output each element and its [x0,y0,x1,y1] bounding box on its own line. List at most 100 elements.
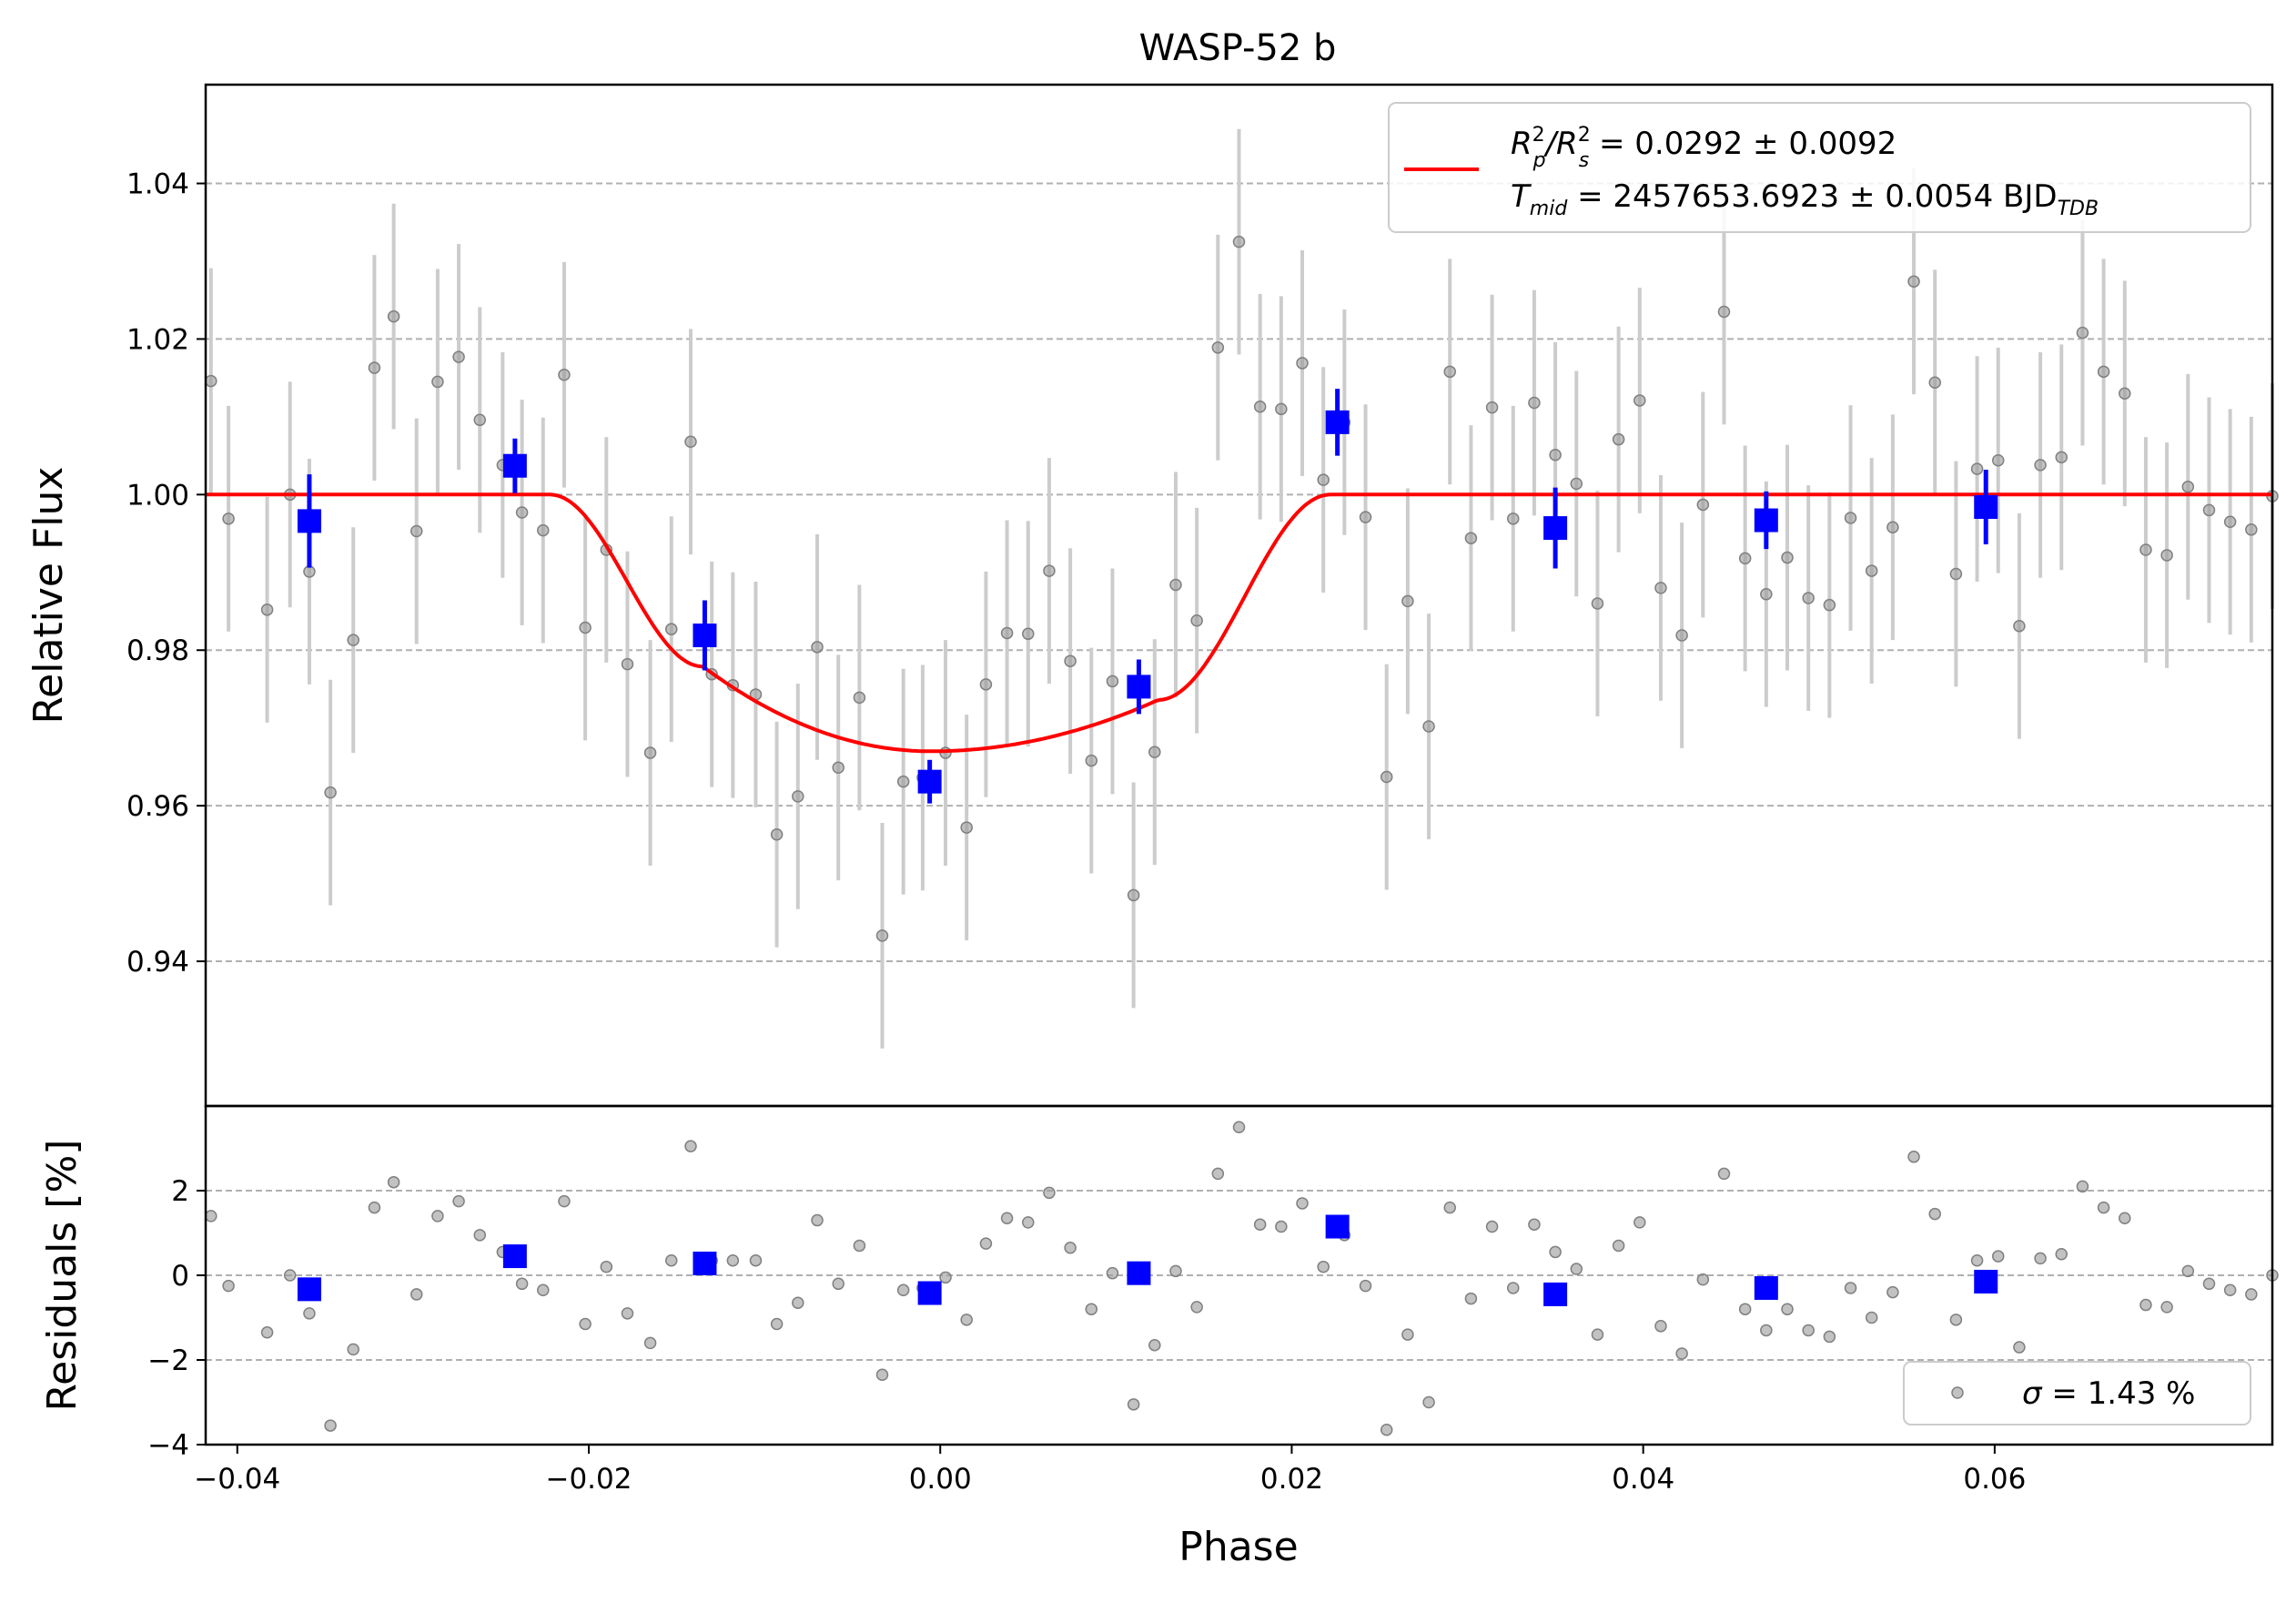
data-point [1612,432,1625,446]
residual-point [1000,1212,1014,1224]
binned-point [1974,495,1998,520]
residual-point [473,1229,487,1242]
data-point [1907,275,1920,288]
top-y-tick-label: 0.94 [126,946,189,979]
data-point [1443,365,1456,379]
residual-point [1127,1398,1140,1411]
data-point [792,790,804,803]
residual-point [1464,1292,1478,1305]
bottom-panel: −4 −2 0 2 −0.04 −0.02 0.00 0.02 0.04 0.06 Residu… [39,1104,2279,1570]
data-point [1485,401,1499,414]
residual-point [1654,1320,1667,1333]
bottom-y-ticks: −4 −2 0 2 [147,1175,206,1462]
data-point [2223,515,2237,528]
residual-point [1802,1324,1815,1337]
residual-point [410,1288,423,1301]
binned-point [1543,516,1568,541]
residual-point [1190,1301,1203,1314]
data-point [1401,594,1414,608]
data-point [1717,305,1731,319]
residual-point [2013,1341,2026,1354]
binned-point [1127,675,1151,699]
data-point [1422,720,1435,733]
data-point [811,641,824,654]
data-point [2160,549,2173,562]
data-point [1591,597,1604,610]
data-point [222,512,235,525]
data-point [1380,770,1393,784]
data-point [1022,627,1035,641]
binned-point [917,769,942,794]
binned-point [502,453,527,478]
binned-point [297,509,321,533]
binned-residual-point [1974,1269,1998,1294]
residual-point [726,1253,740,1267]
residual-point [1085,1303,1098,1315]
top-panel: 0.94 0.96 0.98 1.00 1.02 1.04 Relative Flux R… [25,83,2279,1108]
residual-point [1317,1260,1330,1273]
data-point [260,604,274,616]
data-point [2055,451,2068,464]
residual-point [1570,1263,1583,1275]
residual-point [664,1253,678,1267]
binned-residual-point [1543,1282,1568,1306]
bottom-legend-marker [1951,1386,1964,1399]
residual-point [2055,1248,2068,1261]
residual-point [2097,1201,2110,1214]
x-tick-label: 0.02 [1260,1463,1323,1496]
data-point [324,786,337,799]
residual-point [1296,1197,1309,1210]
residual-point [960,1314,973,1326]
residual-point [303,1307,316,1320]
data-point [1823,598,1836,612]
residual-point [260,1326,274,1339]
data-point [960,821,973,834]
residual-point [1612,1239,1625,1253]
binned-point [1754,508,1778,533]
residual-point [1275,1220,1288,1233]
bottom-y-tick-label: 0 [171,1260,189,1293]
data-point [684,435,697,448]
residual-point [1844,1282,1857,1294]
data-point [2013,620,2026,633]
data-point [1781,551,1794,564]
residual-point [2223,1283,2237,1297]
top-y-tick-label: 1.00 [126,479,189,512]
residual-point [1760,1324,1773,1337]
top-y-tick-label: 0.96 [126,790,189,823]
residual-point [1106,1266,1119,1280]
data-point [387,309,400,323]
top-y-tick-label: 1.02 [126,323,189,356]
data-point [1675,629,1688,642]
residual-point [1633,1216,1646,1229]
data-point [2202,503,2216,517]
residual-point [1443,1201,1456,1214]
residual-point [2076,1180,2089,1193]
residual-point [579,1317,592,1331]
top-binned-points [297,389,1998,804]
residual-point [2034,1252,2047,1265]
residual-point [2160,1301,2173,1314]
residual-point [324,1419,337,1432]
residual-point [1507,1282,1520,1294]
residual-point [1738,1303,1752,1315]
top-y-ticks: 0.94 0.96 0.98 1.00 1.02 1.04 [126,168,206,979]
data-point [515,506,529,519]
data-point [1991,453,2005,467]
residual-point [770,1317,784,1331]
residual-point [387,1175,400,1189]
data-point [1654,582,1667,594]
data-point [1886,521,1899,533]
residual-point [2202,1277,2216,1291]
residual-point [537,1283,550,1297]
residual-point [621,1307,634,1320]
residual-point [1781,1303,1794,1315]
binned-residual-point [1754,1275,1778,1300]
residual-point [1022,1216,1035,1229]
data-point [1190,614,1203,627]
data-point [2245,523,2258,536]
binned-residual-point [1325,1214,1350,1239]
residual-point [1064,1242,1077,1254]
residual-point [1717,1167,1731,1181]
